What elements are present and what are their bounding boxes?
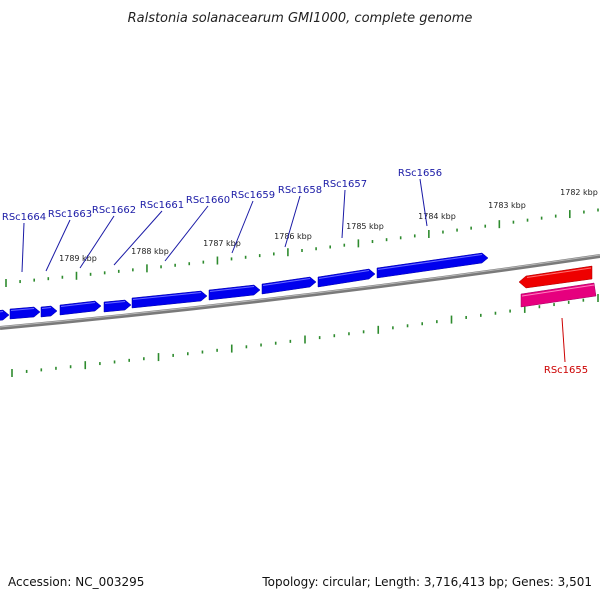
outer-tick-track [5, 208, 599, 287]
kbp-label: 1787 kbp [203, 239, 241, 248]
forward-gene-label: RSc1657 [323, 179, 367, 190]
kbp-label: 1783 kbp [488, 201, 526, 210]
gene-arrow-highlight [526, 267, 592, 278]
genome-backbone [0, 254, 600, 330]
gene-arrow-highlight [60, 302, 96, 307]
gene-arrow-highlight [104, 301, 126, 304]
forward-gene-arrow [261, 276, 317, 295]
forward-gene-label: RSc1656 [398, 168, 442, 179]
kbp-label-group: 1789 kbp 1788 kbp 1787 kbp 1786 kbp 1785 kbp… [59, 188, 598, 263]
genome-backbone-highlight [0, 254, 600, 328]
gene-leader-line [21, 222, 25, 273]
gene-leader-line [561, 317, 566, 363]
gene-leader-line [341, 189, 346, 239]
accession-text: Accession: NC_003295 [8, 575, 144, 589]
forward-gene-arrow [59, 300, 102, 316]
gene-arrow-highlight [41, 307, 52, 309]
gene-leader-line [79, 215, 115, 269]
gene-arrow-highlight [318, 270, 370, 279]
genome-summary-text: Topology: circular; Length: 3,716,413 bp… [261, 575, 592, 589]
kbp-label: 1782 kbp [560, 188, 598, 197]
gene-leader-line [45, 219, 71, 272]
gene-leader-line [419, 178, 428, 227]
forward-gene-arrow [376, 252, 489, 279]
reverse-gene-label: RSc1655 [544, 365, 588, 376]
kbp-label: 1789 kbp [59, 254, 97, 263]
gene-leader-line [284, 195, 301, 248]
forward-gene-label: RSc1664 [2, 212, 46, 223]
reverse-gene-arrow [518, 265, 593, 289]
kbp-label: 1785 kbp [346, 222, 384, 231]
forward-gene-label: RSc1660 [186, 195, 230, 206]
inner-tick-track [11, 294, 599, 377]
gene-leader-line [164, 205, 209, 262]
reverse-gene-track [518, 265, 597, 308]
forward-gene-label: RSc1661 [140, 200, 184, 211]
map-title: Ralstonia solanacearum GMI1000, complete… [128, 11, 473, 26]
forward-gene-arrow [0, 309, 10, 321]
reverse-gene-arrow [520, 282, 597, 308]
forward-gene-track [0, 252, 489, 321]
gene-arrow-highlight [132, 292, 202, 300]
gene-arrow-highlight [521, 284, 595, 297]
gene-arrow-highlight [0, 311, 4, 313]
kbp-label: 1788 kbp [131, 247, 169, 256]
kbp-label: 1786 kbp [274, 232, 312, 241]
gene-leader-line [113, 210, 163, 266]
gene-arrow-highlight [262, 278, 311, 286]
gene-arrow-highlight [377, 254, 483, 270]
forward-gene-arrow [208, 284, 261, 301]
gene-leader-line [231, 200, 254, 254]
forward-gene-arrow [131, 290, 208, 309]
forward-gene-arrow [40, 305, 58, 318]
forward-gene-arrow [317, 268, 376, 288]
forward-gene-label: RSc1662 [92, 205, 136, 216]
gene-arrow-highlight [209, 286, 255, 292]
gene-arrow-highlight [10, 308, 35, 311]
gene-label-group: RSc1664 RSc1663 RSc1662 RSc1661 RSc1660 RSc16… [2, 168, 588, 376]
forward-gene-label: RSc1658 [278, 185, 322, 196]
forward-gene-label: RSc1663 [48, 209, 92, 220]
forward-gene-label: RSc1659 [231, 190, 275, 201]
kbp-label: 1784 kbp [418, 212, 456, 221]
